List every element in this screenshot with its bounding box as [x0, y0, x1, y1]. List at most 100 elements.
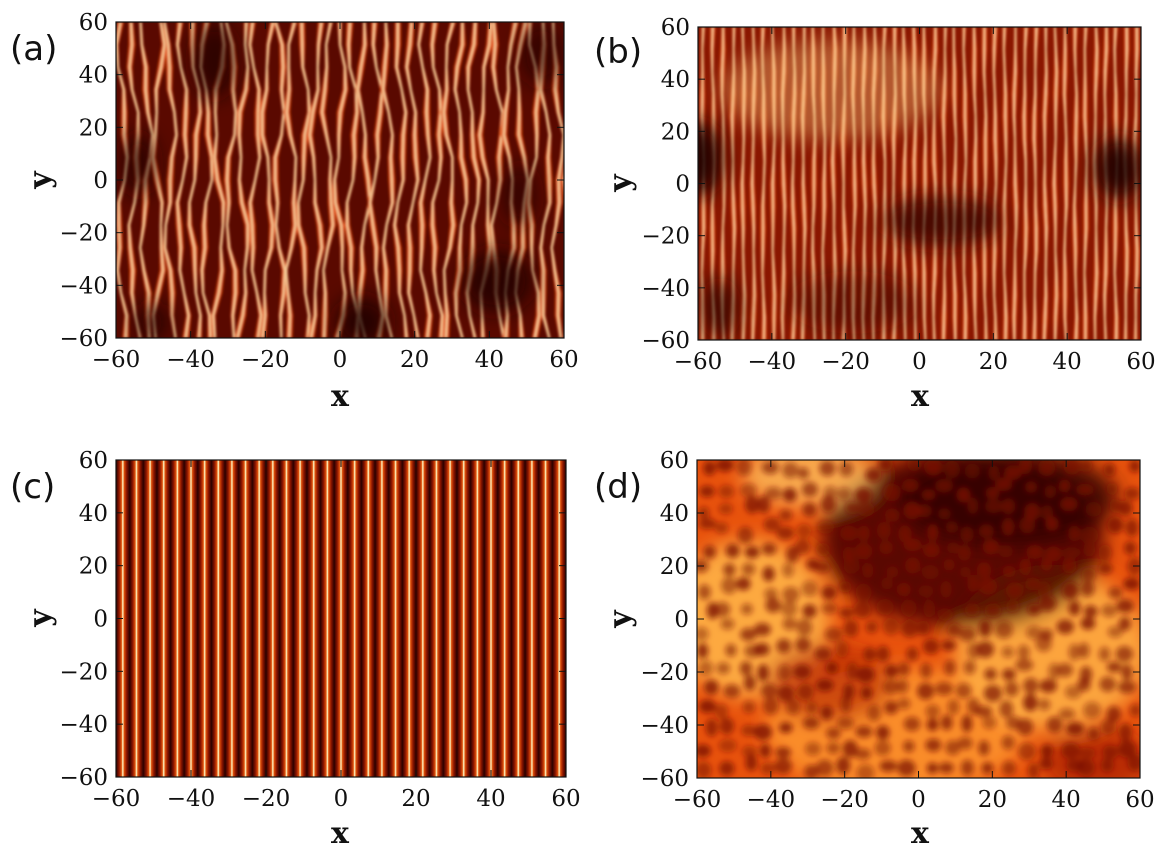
cell [924, 460, 943, 476]
heatmap [697, 460, 1140, 778]
cell [897, 662, 910, 677]
stripe-core [993, 27, 997, 340]
x-tick-label: 0 [334, 786, 349, 812]
cell [918, 584, 934, 598]
cell [762, 566, 775, 582]
cell [1003, 465, 1023, 481]
cell [1062, 581, 1079, 600]
cell [1061, 742, 1080, 760]
stripe-core [973, 27, 977, 340]
stripe-core [1145, 27, 1147, 340]
cell [1015, 658, 1034, 672]
cell [825, 661, 839, 675]
cell [1098, 562, 1113, 575]
cell [697, 643, 709, 659]
cell [1118, 723, 1133, 742]
cell [705, 718, 718, 737]
stripe [272, 22, 288, 338]
cell [719, 717, 735, 735]
cell [957, 544, 972, 562]
y-tick-label: 20 [661, 119, 690, 145]
stripe-core [563, 175, 564, 185]
cell [878, 460, 893, 472]
cell [959, 627, 977, 642]
cell [856, 666, 875, 683]
stripe-core [285, 22, 297, 338]
cell [925, 704, 940, 719]
cell [797, 683, 814, 701]
cell [945, 521, 959, 534]
dark-region [501, 164, 538, 228]
cell [904, 557, 921, 574]
cell [998, 544, 1014, 558]
stripe [293, 460, 307, 777]
cell [716, 662, 731, 675]
cell [1100, 718, 1116, 736]
x-tick-label: 0 [333, 347, 348, 373]
cell [978, 524, 995, 539]
panel-label: (c) [10, 467, 55, 507]
x-tick-label: −60 [673, 787, 722, 813]
dark-region [519, 22, 564, 86]
cell [815, 678, 834, 692]
cell [1004, 681, 1019, 697]
cell [854, 748, 871, 760]
cell [1118, 740, 1137, 758]
cell [1005, 582, 1024, 599]
cell [984, 499, 1003, 514]
cell [760, 762, 776, 775]
stripe [1143, 27, 1150, 340]
cell [955, 683, 972, 699]
cell [926, 762, 939, 774]
cell [983, 684, 1003, 702]
x-tick-label: 40 [475, 347, 504, 373]
y-tick-label: 40 [661, 67, 690, 93]
cell [934, 478, 954, 493]
cell [1038, 698, 1051, 711]
x-tick-label: 40 [476, 786, 505, 812]
cell [716, 460, 734, 472]
stripe-core [333, 22, 347, 338]
cell [947, 699, 960, 715]
stripe-core [1013, 27, 1017, 340]
cell [782, 487, 797, 503]
cell [741, 745, 758, 758]
cell [1100, 758, 1114, 773]
x-axis-label: x [331, 379, 350, 414]
stripe-core [983, 27, 987, 340]
cell [759, 743, 771, 758]
cell [1068, 643, 1081, 661]
cell [782, 586, 800, 603]
cell [820, 705, 833, 720]
cell [860, 686, 873, 700]
panel-label: (d) [594, 467, 642, 507]
cell [1037, 460, 1056, 477]
cell [802, 604, 817, 619]
cell [1001, 646, 1015, 658]
x-tick-label: −60 [92, 786, 141, 812]
x-tick-label: −20 [821, 349, 870, 375]
cell [876, 645, 890, 663]
stripe [392, 22, 409, 338]
y-tick-label: −60 [59, 326, 108, 352]
dark-region [786, 271, 920, 334]
dark-region-layer [120, 22, 564, 338]
cell [907, 460, 922, 472]
cell [967, 574, 979, 593]
cell [703, 679, 719, 695]
y-tick-label: 60 [660, 448, 689, 474]
cell [698, 584, 711, 600]
stripe [538, 460, 553, 777]
cell [940, 714, 953, 731]
stripe [375, 460, 389, 777]
cell [821, 602, 838, 615]
stripe-core [405, 22, 419, 338]
cell [1115, 646, 1134, 662]
cell [723, 684, 741, 698]
cell [744, 546, 760, 559]
cell [737, 526, 754, 544]
cell [796, 523, 812, 539]
cell [1062, 547, 1081, 559]
cell [741, 724, 758, 737]
